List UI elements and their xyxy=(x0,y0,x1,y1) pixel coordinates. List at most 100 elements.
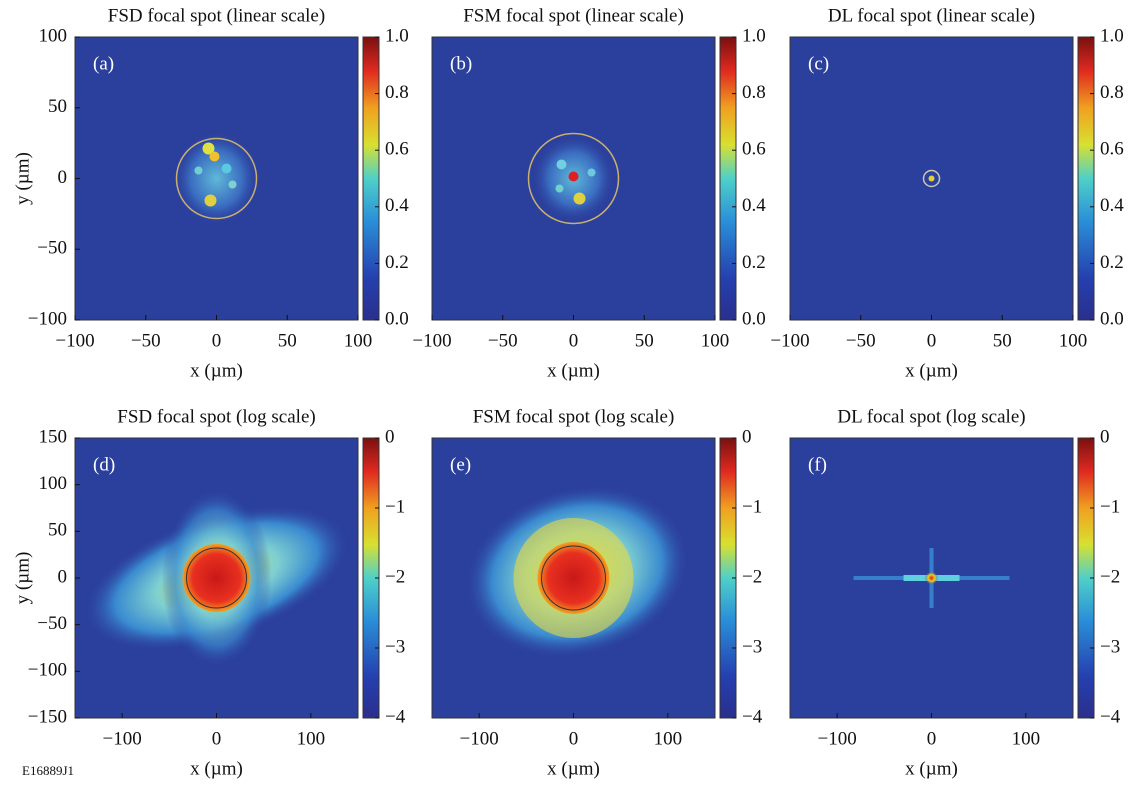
aperture xyxy=(175,137,258,220)
colorbar-tick-label: −4 xyxy=(742,706,763,727)
panel-label: (a) xyxy=(93,53,114,74)
panel-label: (e) xyxy=(450,454,471,475)
speckle xyxy=(204,194,217,207)
core xyxy=(537,542,610,614)
y-tick-label: 50 xyxy=(48,520,67,541)
colorbar-tick-label: −2 xyxy=(742,566,762,587)
colorbar-tick-label: 0.0 xyxy=(385,308,409,329)
colorbar-tick-label: 0.4 xyxy=(742,195,766,216)
colorbar-tick-label: −2 xyxy=(385,566,405,587)
speckle xyxy=(221,163,232,174)
y-axis-label: y (µm) xyxy=(12,152,33,205)
x-tick-label: 50 xyxy=(993,330,1012,351)
colorbar xyxy=(719,36,737,321)
x-tick-label: 50 xyxy=(635,330,654,351)
x-tick-label: 0 xyxy=(927,330,937,351)
aperture xyxy=(527,132,620,225)
heatmap xyxy=(81,488,352,668)
colorbar-tick-label: 0 xyxy=(385,426,395,447)
x-tick-label: −100 xyxy=(412,330,451,351)
y-tick-label: 100 xyxy=(39,473,68,494)
y-tick-label: −50 xyxy=(37,238,67,259)
x-tick-label: 100 xyxy=(297,728,326,749)
colorbar-tick-label: 0.4 xyxy=(385,195,409,216)
x-tick-label: −100 xyxy=(770,330,809,351)
panel-title: FSM focal spot (log scale) xyxy=(473,406,675,427)
colorbar-tick-label: −3 xyxy=(742,636,762,657)
colorbar-tick-label: 0.4 xyxy=(1100,195,1124,216)
speckle xyxy=(194,166,203,175)
x-tick-label: 50 xyxy=(278,330,297,351)
panel-title: FSD focal spot (log scale) xyxy=(117,406,315,427)
colorbar-tick-label: 0.2 xyxy=(1100,252,1124,273)
speckle xyxy=(568,171,579,182)
x-axis-label: x (µm) xyxy=(190,758,243,779)
colorbar-tick-label: −4 xyxy=(1100,706,1121,727)
colorbar-tick-label: −3 xyxy=(385,636,405,657)
core xyxy=(924,571,939,585)
x-tick-label: 0 xyxy=(569,330,579,351)
x-tick-label: 100 xyxy=(344,330,373,351)
y-tick-label: 150 xyxy=(39,426,68,447)
colorbar-tick-label: 0 xyxy=(742,426,752,447)
speckle xyxy=(202,142,215,155)
x-tick-label: −50 xyxy=(131,330,161,351)
y-axis-label: y (µm) xyxy=(12,552,33,605)
colorbar-tick-label: 0.6 xyxy=(385,139,409,160)
x-axis-label: x (µm) xyxy=(547,758,600,779)
panel-label: (d) xyxy=(93,454,115,475)
speckle xyxy=(228,180,237,189)
y-tick-label: −150 xyxy=(28,706,67,727)
core xyxy=(182,544,251,612)
heatmap xyxy=(922,169,941,188)
y-tick-label: −100 xyxy=(28,660,67,681)
colorbar-tick-label: 1.0 xyxy=(385,25,409,46)
colorbar-tick-label: 0.8 xyxy=(742,82,766,103)
speckle xyxy=(555,184,564,193)
x-tick-label: −50 xyxy=(488,330,518,351)
speckle xyxy=(556,159,567,170)
panel-label: (f) xyxy=(808,454,827,475)
heatmap xyxy=(463,484,691,660)
y-tick-label: 0 xyxy=(58,566,68,587)
panel-title: DL focal spot (linear scale) xyxy=(828,5,1035,26)
colorbar-tick-label: −3 xyxy=(1100,636,1120,657)
colorbar-tick-label: 0.2 xyxy=(385,252,409,273)
colorbar-tick-label: 1.0 xyxy=(742,25,766,46)
x-tick-label: −50 xyxy=(846,330,876,351)
speckle xyxy=(573,192,586,205)
x-tick-label: −100 xyxy=(460,728,499,749)
x-tick-label: −100 xyxy=(818,728,857,749)
heatmap xyxy=(853,548,1010,608)
figure-id: E16889J1 xyxy=(22,763,74,778)
colorbar-tick-label: −2 xyxy=(1100,566,1120,587)
speckle xyxy=(209,151,220,162)
heatmap xyxy=(527,132,620,225)
x-tick-label: 100 xyxy=(701,330,730,351)
colorbar-tick-label: 0.8 xyxy=(1100,82,1124,103)
x-tick-label: 0 xyxy=(212,330,222,351)
intensity xyxy=(172,130,261,227)
colorbar-tick-label: 0 xyxy=(1100,426,1110,447)
colorbar-tick-label: 1.0 xyxy=(1100,25,1124,46)
x-tick-label: 0 xyxy=(569,728,579,749)
x-axis-label: x (µm) xyxy=(190,360,243,381)
colorbar-tick-label: 0.2 xyxy=(742,252,766,273)
x-axis-label: x (µm) xyxy=(547,360,600,381)
x-tick-label: 0 xyxy=(927,728,937,749)
colorbar-tick-label: −1 xyxy=(385,496,405,517)
colorbar-tick-label: 0.6 xyxy=(742,139,766,160)
colorbar-tick-label: −1 xyxy=(742,496,762,517)
colorbar-tick-label: −4 xyxy=(385,706,406,727)
x-tick-label: 100 xyxy=(654,728,683,749)
colorbar-tick-label: −1 xyxy=(1100,496,1120,517)
y-tick-label: 100 xyxy=(39,25,68,46)
intensity xyxy=(928,175,935,182)
aperture xyxy=(186,547,247,609)
colorbar-tick-label: 0.6 xyxy=(1100,139,1124,160)
y-tick-label: −100 xyxy=(28,308,67,329)
speckle xyxy=(587,168,596,177)
x-tick-label: 100 xyxy=(1012,728,1041,749)
y-tick-label: 0 xyxy=(58,167,68,188)
